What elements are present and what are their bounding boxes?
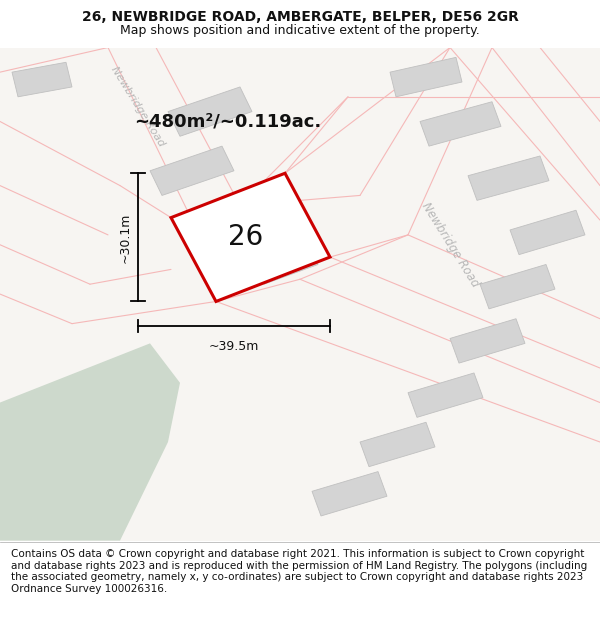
Polygon shape [480,264,555,309]
Polygon shape [420,102,501,146]
Text: Contains OS data © Crown copyright and database right 2021. This information is : Contains OS data © Crown copyright and d… [11,549,587,594]
Polygon shape [450,319,525,363]
Polygon shape [390,58,462,97]
Polygon shape [468,156,549,201]
Text: Newbridge Road: Newbridge Road [419,200,481,289]
Polygon shape [168,87,252,136]
Polygon shape [510,210,585,254]
Polygon shape [252,240,318,284]
Text: Newbridge Road: Newbridge Road [109,65,167,149]
Text: ~30.1m: ~30.1m [118,212,131,262]
Text: Map shows position and indicative extent of the property.: Map shows position and indicative extent… [120,24,480,37]
Polygon shape [150,146,234,196]
Polygon shape [312,472,387,516]
Text: ~480m²/~0.119ac.: ~480m²/~0.119ac. [134,112,322,131]
Polygon shape [210,186,282,230]
Polygon shape [408,373,483,418]
Text: 26, NEWBRIDGE ROAD, AMBERGATE, BELPER, DE56 2GR: 26, NEWBRIDGE ROAD, AMBERGATE, BELPER, D… [82,11,518,24]
Polygon shape [0,343,180,541]
Polygon shape [360,422,435,467]
Polygon shape [12,62,72,97]
Text: 26: 26 [229,223,263,251]
Text: ~39.5m: ~39.5m [209,340,259,353]
Polygon shape [171,173,330,301]
